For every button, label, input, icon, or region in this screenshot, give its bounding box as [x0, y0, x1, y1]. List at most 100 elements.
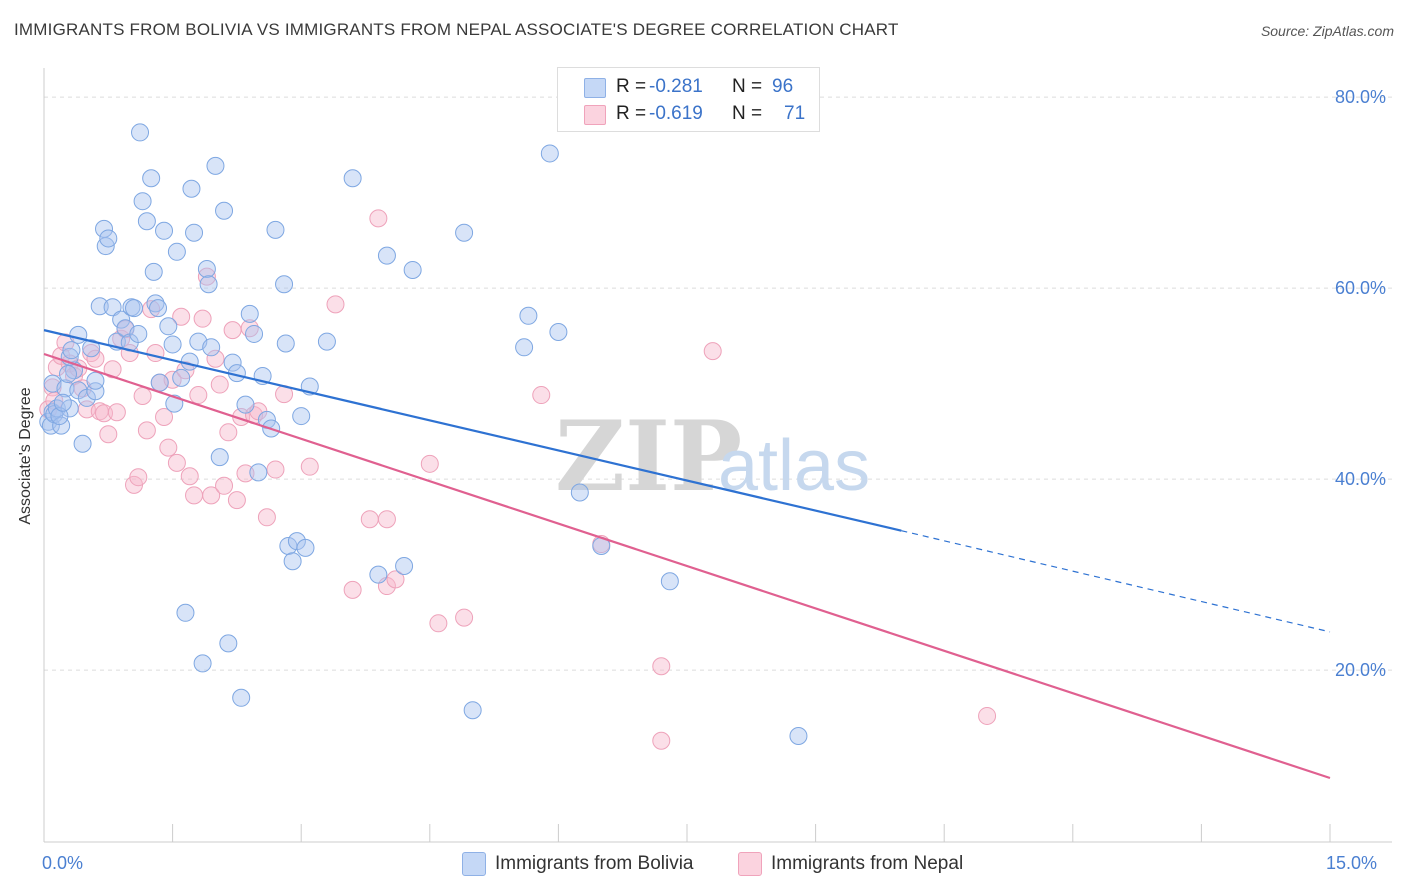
bolivia-point: [519, 306, 538, 325]
nepal-point: [103, 360, 122, 379]
bolivia-legend-swatch: [462, 852, 486, 876]
nepal-point: [455, 608, 474, 627]
nepal-point: [223, 321, 242, 340]
bolivia-point: [193, 654, 212, 673]
n-value: 71: [784, 103, 806, 124]
correlation-stats-box: R = -0.281 N = 96 R = -0.619 N = 71: [557, 67, 820, 132]
bolivia-point: [403, 260, 422, 279]
source-credit: Source: ZipAtlas.com: [1260, 23, 1394, 39]
bolivia-point: [86, 382, 105, 401]
bolivia-point: [125, 299, 144, 318]
gridlines: [44, 96, 1392, 671]
n-value: 96: [772, 76, 794, 97]
bolivia-point: [59, 365, 78, 384]
bolivia-point: [296, 538, 315, 557]
bolivia-point: [50, 407, 69, 426]
bolivia-point: [103, 298, 122, 317]
bolivia-point: [150, 373, 169, 392]
bolivia-point: [99, 229, 118, 248]
n-label: N =: [732, 76, 763, 97]
nepal-point: [159, 438, 178, 457]
bolivia-point: [144, 262, 163, 281]
bolivia-point: [275, 275, 294, 294]
bolivia-point: [549, 323, 568, 342]
y-tick-20: 20.0%: [1335, 660, 1387, 680]
nepal-point: [978, 706, 997, 725]
bolivia-point: [276, 334, 295, 353]
bolivia-point: [185, 223, 204, 242]
bolivia-point: [137, 212, 156, 231]
bolivia-point: [540, 144, 559, 163]
x-tick-min: 0.0%: [42, 853, 84, 873]
bolivia-point: [202, 338, 221, 357]
bolivia-point: [172, 368, 191, 387]
r-value: -0.281: [649, 76, 703, 97]
nepal-point: [266, 460, 285, 479]
r-label: R =: [616, 76, 647, 97]
bolivia-point: [53, 393, 72, 412]
nepal-point: [377, 510, 396, 529]
nepal-point: [257, 508, 276, 527]
series-bolivia-points: [39, 123, 808, 745]
nepal-point: [129, 468, 148, 487]
bolivia-point: [515, 338, 534, 357]
bolivia-point: [62, 341, 81, 360]
bolivia-point: [240, 304, 259, 323]
bolivia-point: [149, 299, 168, 318]
series-nepal-points: [39, 209, 997, 750]
bolivia-point: [266, 220, 285, 239]
nepal-trend-line: [43, 352, 1331, 780]
bolivia-point: [377, 246, 396, 265]
bolivia-point: [167, 242, 186, 261]
bolivia-point: [232, 688, 251, 707]
nepal-point: [703, 342, 722, 361]
nepal-point: [326, 295, 345, 314]
legend-label: Immigrants from Nepal: [771, 853, 964, 874]
nepal-point: [146, 344, 165, 363]
bolivia-point: [369, 565, 388, 584]
nepal-point: [210, 375, 229, 394]
bolivia-point: [146, 294, 165, 313]
nepal-point: [86, 349, 105, 368]
bolivia-point: [73, 434, 92, 453]
bolivia-point: [317, 332, 336, 351]
bolivia-point: [343, 169, 362, 188]
bolivia-point: [182, 179, 201, 198]
bolivia-point: [210, 448, 229, 467]
bolivia-point: [159, 317, 178, 336]
nepal-point: [99, 425, 118, 444]
bolivia-point: [82, 339, 101, 358]
bolivia-point: [455, 223, 474, 242]
bolivia-point: [236, 395, 255, 414]
bolivia-point: [789, 726, 808, 745]
bolivia-point: [129, 324, 148, 343]
nepal-point: [95, 404, 114, 423]
nepal-point: [369, 209, 388, 228]
bolivia-point: [163, 335, 182, 354]
nepal-point: [652, 731, 671, 750]
bolivia-point: [176, 603, 195, 622]
nepal-point: [193, 309, 212, 328]
nepal-point: [360, 510, 379, 529]
bolivia-point: [199, 275, 218, 294]
y-tick-60: 60.0%: [1335, 278, 1387, 298]
r-value: -0.619: [649, 103, 703, 124]
bolivia-point: [219, 634, 238, 653]
y-tick-40: 40.0%: [1335, 469, 1387, 489]
bolivia-point: [90, 297, 109, 316]
bolivia-point: [463, 701, 482, 720]
nepal-point: [215, 476, 234, 495]
nepal-point: [386, 570, 405, 589]
nepal-point: [155, 408, 174, 427]
nepal-point: [137, 421, 156, 440]
bolivia-point: [52, 416, 71, 435]
nepal-legend-swatch: [738, 852, 762, 876]
bolivia-point: [155, 221, 174, 240]
nepal-point: [189, 386, 208, 405]
nepal-point: [167, 453, 186, 472]
bolivia-point: [292, 407, 311, 426]
bolivia-point: [69, 325, 88, 344]
nepal-point: [172, 307, 191, 326]
bolivia-point: [86, 371, 105, 390]
